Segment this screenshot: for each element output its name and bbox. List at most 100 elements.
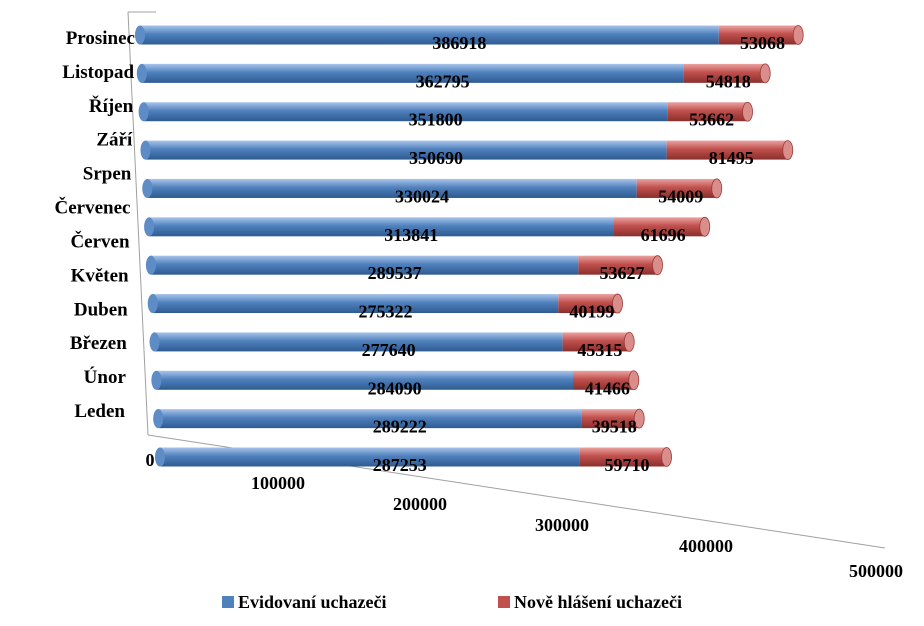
category-label: Květen (71, 265, 129, 286)
value-label-evidovani: 313841 (384, 225, 438, 245)
legend: Evidovaní uchazeči Nově hlášení uchazeči (222, 592, 682, 612)
bar-evidovani-cap (151, 370, 162, 390)
bar-nove (636, 178, 717, 198)
bar-evidovani-cap (153, 409, 164, 429)
category-label: Červen (70, 230, 130, 252)
value-label-nove: 53068 (740, 33, 785, 53)
bar-evidovani (143, 102, 668, 122)
category-label: Březen (70, 333, 127, 354)
bar-nove (718, 25, 799, 45)
value-label-nove: 39518 (592, 417, 637, 437)
value-label-evidovani: 350690 (409, 148, 463, 168)
chart-axes (127, 11, 886, 549)
bar-nove-end-cap (623, 332, 635, 352)
bar-evidovani-cap (135, 25, 145, 45)
category-label: Prosinec (66, 28, 135, 49)
x-tick-label: 400000 (679, 536, 733, 556)
value-label-evidovani: 330024 (395, 186, 449, 206)
bar-nove (562, 332, 630, 352)
value-label-nove: 53662 (689, 110, 734, 130)
value-label-evidovani: 351800 (409, 110, 463, 130)
bar-evidovani-cap (136, 63, 147, 83)
y-axis-line (127, 11, 149, 436)
category-label: Srpen (83, 164, 132, 185)
bar-evidovani-cap (145, 255, 156, 275)
value-label-evidovani: 289537 (368, 263, 422, 283)
value-label-evidovani: 362795 (416, 71, 470, 91)
bar-nove (578, 255, 658, 275)
value-label-evidovani: 284090 (368, 378, 422, 398)
bar-evidovani-cap (144, 217, 155, 237)
value-label-nove: 54818 (706, 71, 751, 91)
value-labels: 386918 53068 362795 54818 351800 53662 350690 8… (359, 33, 786, 475)
bar-evidovani-cap (140, 140, 151, 160)
bar-nove-end-cap (711, 178, 723, 199)
value-label-evidovani: 289222 (373, 417, 427, 437)
bar-evidovani-cap (149, 332, 160, 352)
legend-swatch-nove (498, 596, 510, 608)
bar-evidovani (147, 178, 637, 198)
legend-label-evidovani: Evidovaní uchazeči (238, 592, 387, 612)
bar-nove-end-cap (661, 447, 672, 467)
bar-evidovani (145, 140, 667, 160)
x-tick-label: 100000 (251, 473, 305, 493)
bar-nove-end-cap (628, 370, 640, 391)
bar-evidovani-cap (142, 178, 153, 198)
legend-swatch-evidovani (222, 596, 234, 608)
value-label-nove: 41466 (585, 378, 630, 398)
bar-evidovani (150, 255, 579, 275)
category-label: Listopad (62, 62, 134, 83)
bar-nove-end-cap (782, 140, 794, 160)
bar-nove (558, 294, 618, 314)
category-label: Únor (84, 366, 127, 388)
value-label-nove: 45315 (577, 340, 622, 360)
bar-evidovani (154, 332, 563, 352)
bar-evidovani (140, 25, 719, 45)
chart-bars (135, 25, 804, 467)
bar-evidovani (141, 63, 684, 83)
bar-evidovani (149, 217, 614, 237)
value-label-nove: 40199 (569, 302, 614, 322)
category-label: Duben (74, 299, 128, 320)
bar-evidovani (160, 447, 580, 467)
value-label-nove: 59710 (604, 455, 649, 475)
bar-evidovani (158, 409, 582, 429)
bar-nove (579, 447, 667, 467)
x-tick-label: 0 (146, 450, 155, 470)
bar-nove (581, 409, 640, 429)
bar-nove (613, 217, 705, 237)
bar-evidovani-cap (138, 102, 149, 122)
value-label-nove: 54009 (658, 186, 703, 206)
category-label: Září (96, 130, 133, 151)
value-label-evidovani: 386918 (432, 33, 486, 53)
bar-nove-end-cap (759, 63, 771, 84)
bar-nove-end-cap (633, 408, 645, 429)
value-label-nove: 61696 (641, 225, 686, 245)
bar-nove (683, 63, 766, 83)
x-tick-label: 500000 (849, 561, 903, 581)
bar-nove-end-cap (652, 255, 663, 276)
bar-evidovani-cap (147, 294, 158, 314)
category-label: Červenec (54, 197, 130, 219)
value-label-evidovani: 277640 (362, 340, 416, 360)
bar-nove-end-cap (792, 25, 804, 45)
value-label-nove: 53627 (599, 263, 644, 283)
bar-nove (666, 140, 788, 160)
category-label: Říjen (89, 95, 134, 117)
category-labels: Leden Únor Březen Duben Květen Červen Červenec… (54, 28, 135, 422)
value-label-nove: 81495 (709, 148, 754, 168)
bar-nove (667, 102, 748, 122)
x-tick-label: 300000 (535, 515, 589, 535)
bar-nove (572, 370, 634, 390)
x-tick-labels: 0 100000 200000 300000 400000 500000 (146, 450, 904, 581)
legend-label-nove: Nově hlášení uchazeči (514, 592, 682, 612)
bar-evidovani-cap (155, 447, 165, 467)
x-tick-label: 200000 (393, 494, 447, 514)
bar-evidovani (152, 294, 559, 314)
category-label: Leden (74, 401, 125, 422)
bar-nove-end-cap (612, 293, 623, 314)
value-label-evidovani: 275322 (359, 302, 413, 322)
bar-nove-end-cap (742, 101, 753, 122)
bar-nove-end-cap (699, 216, 711, 237)
